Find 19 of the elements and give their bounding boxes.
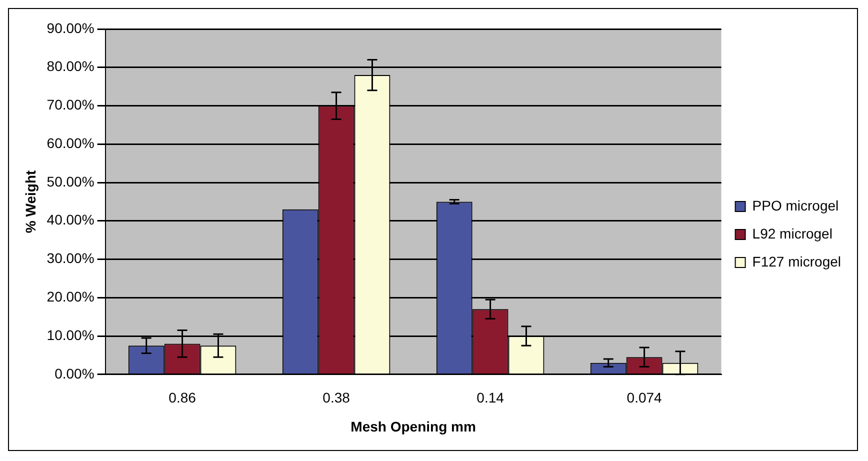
legend-label: L92 microgel [752, 225, 832, 242]
x-axis-title: Mesh Opening mm [350, 418, 476, 434]
y-tick-label: 90.00% [46, 20, 94, 36]
y-tick-label: 10.00% [46, 326, 94, 343]
legend-label: PPO microgel [752, 197, 839, 214]
x-tick-label: 0.14 [476, 390, 504, 406]
y-tick-label: 50.00% [46, 173, 94, 190]
y-tick-label: 60.00% [46, 134, 94, 151]
legend-label: F127 microgel [752, 253, 841, 270]
x-tick-label: 0.38 [322, 390, 350, 406]
y-tick-label: 80.00% [46, 58, 94, 74]
y-tick-label: 0.00% [54, 365, 94, 382]
y-tick-label: 40.00% [46, 212, 94, 228]
y-tick-label: 30.00% [46, 250, 94, 266]
x-tick-label: 0.86 [168, 390, 196, 406]
y-axis-title: % Weight [22, 170, 38, 234]
x-tick-label: 0.074 [626, 390, 662, 406]
y-tick-label: 70.00% [46, 96, 94, 113]
y-tick-label: 20.00% [46, 288, 94, 305]
